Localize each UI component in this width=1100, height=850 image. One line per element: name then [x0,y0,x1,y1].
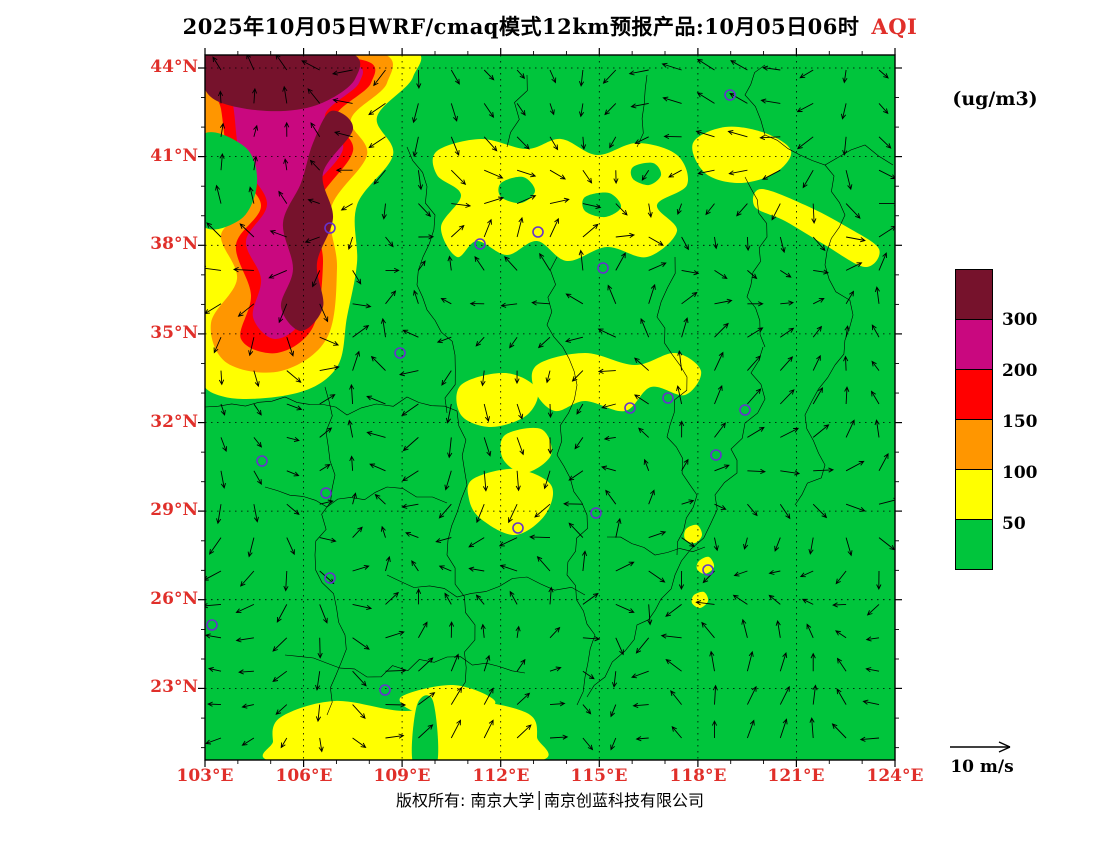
colorbar-level-label: 100 [1002,463,1038,483]
lat-tick-label: 23°N [150,677,198,697]
title-pollutant: AQI [871,14,918,39]
lat-tick-label: 44°N [150,57,198,77]
lat-tick-label: 35°N [150,323,198,343]
page-title: 2025年10月05日WRF/cmaq模式12km预报产品:10月05日06时 A… [0,11,1100,41]
lat-tick-label: 26°N [150,589,198,609]
lon-tick-label: 112°E [472,766,530,786]
colorbar-cell [955,319,993,370]
lat-tick-label: 32°N [150,412,198,432]
lon-tick-label: 103°E [176,766,234,786]
lat-tick-label: 38°N [150,234,198,254]
forecast-map [198,48,902,767]
colorbar-cell [955,419,993,470]
wind-reference-label: 10 m/s [950,757,1014,777]
wind-reference-arrow [950,741,1011,753]
lon-tick-label: 109°E [373,766,431,786]
lat-tick-label: 29°N [150,500,198,520]
lon-tick-label: 121°E [767,766,825,786]
title-text: 2025年10月05日WRF/cmaq模式12km预报产品:10月05日06时 [182,14,860,39]
colorbar-level-label: 50 [1002,514,1026,534]
lon-tick-label: 115°E [570,766,628,786]
lon-tick-label: 124°E [866,766,924,786]
lon-tick-label: 118°E [669,766,727,786]
unit-label: (ug/m3) [952,88,1038,110]
lat-tick-label: 41°N [150,146,198,166]
colorbar-cell [955,269,993,320]
colorbar-cell [955,369,993,420]
lon-tick-label: 106°E [275,766,333,786]
colorbar-cell [955,469,993,520]
copyright-footer: 版权所有: 南京大学│南京创蓝科技有限公司 [395,791,705,810]
colorbar-level-label: 150 [1002,412,1038,432]
colorbar-level-label: 300 [1002,310,1038,330]
colorbar [955,269,993,570]
colorbar-cell [955,519,993,570]
colorbar-level-label: 200 [1002,361,1038,381]
